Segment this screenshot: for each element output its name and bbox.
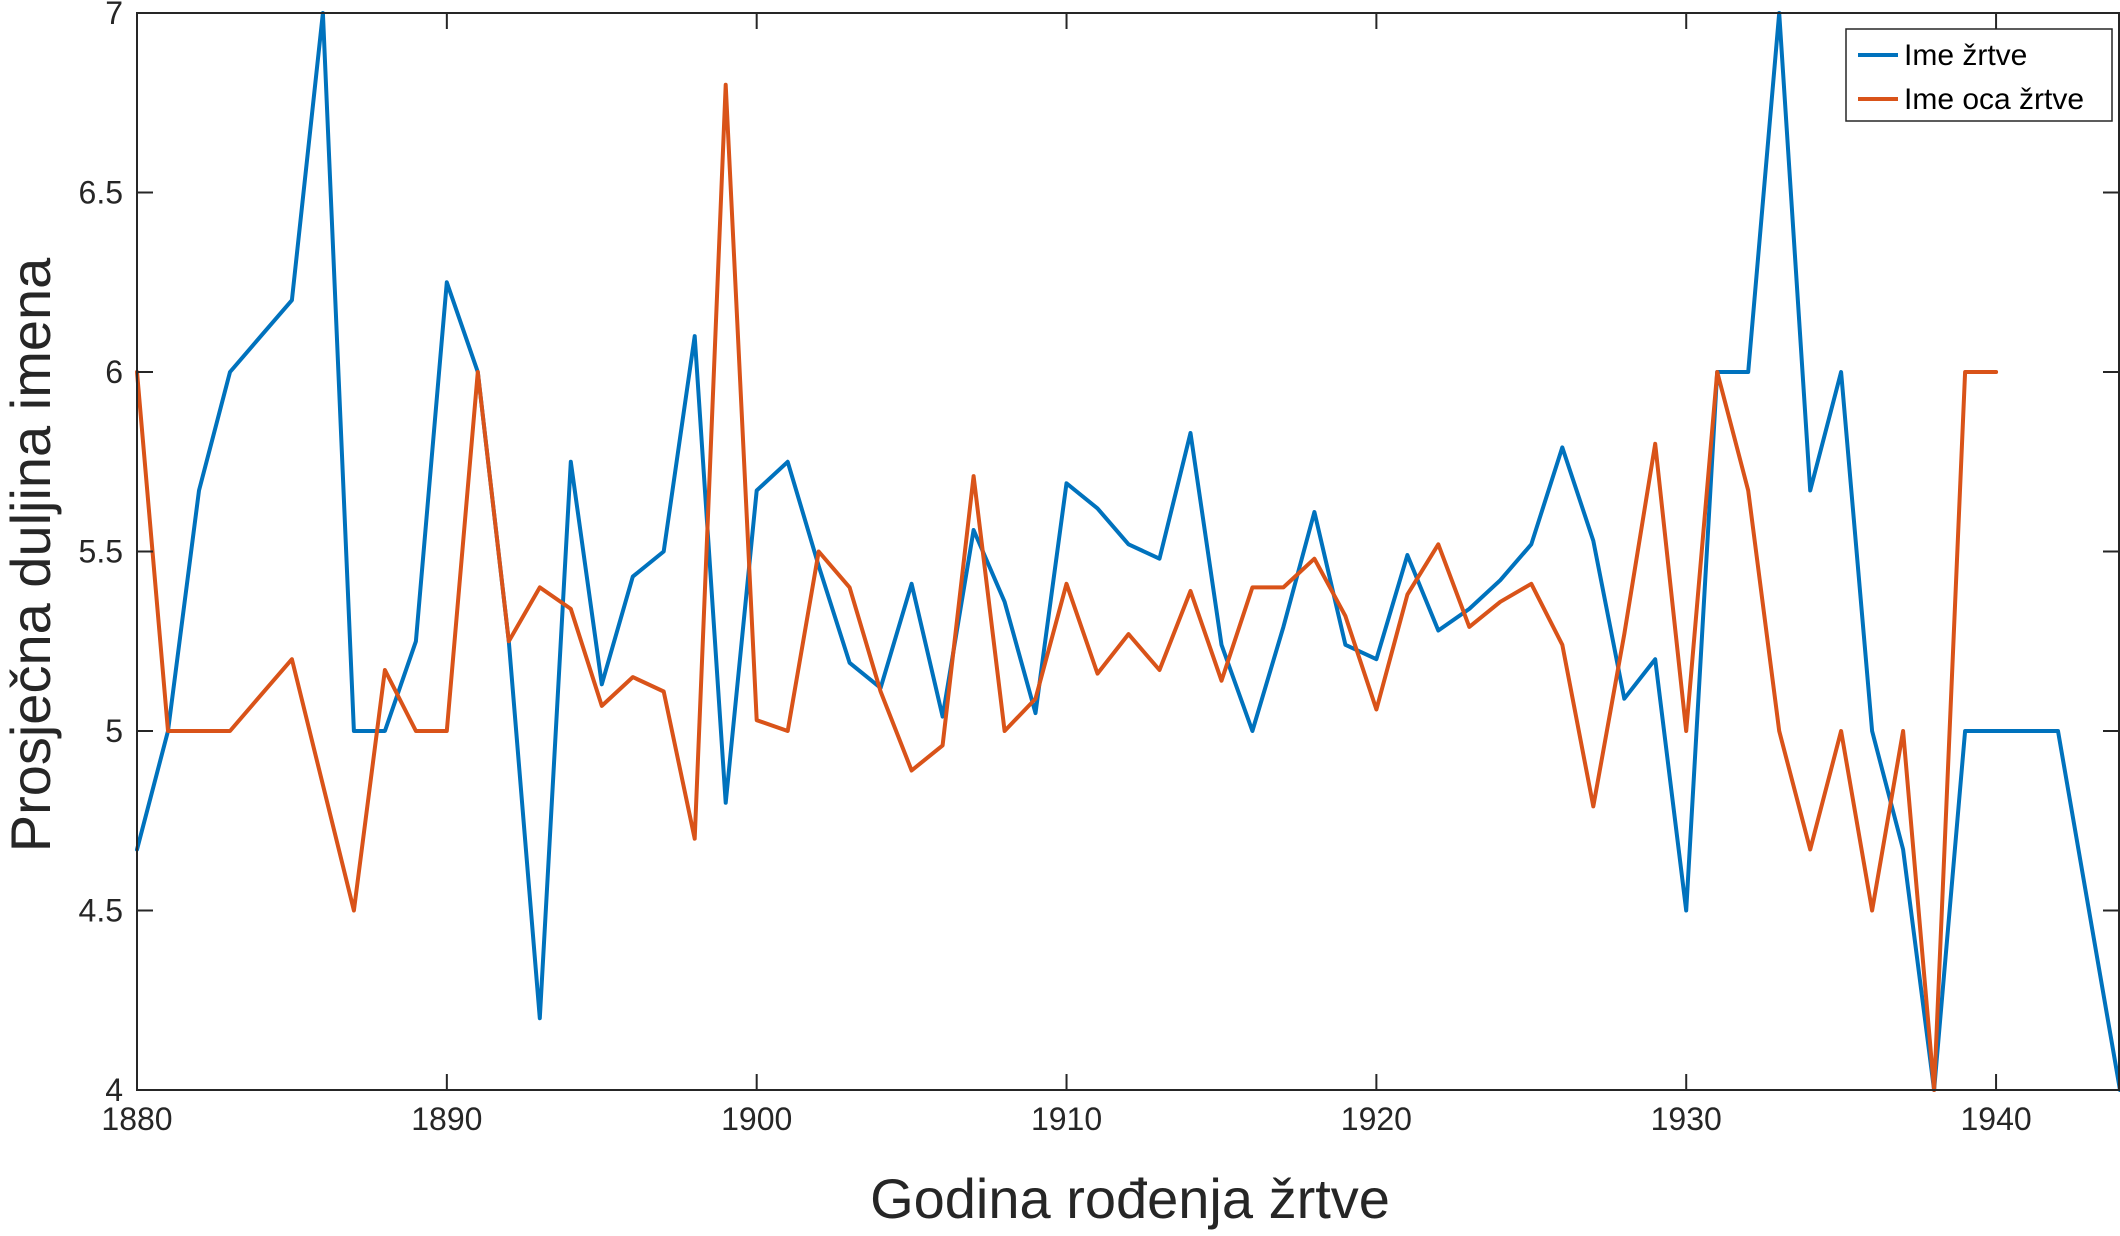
legend-box bbox=[1845, 28, 2113, 122]
y-tick-label: 7 bbox=[105, 0, 123, 31]
legend: Ime žrtve Ime oca žrtve bbox=[1845, 28, 2113, 122]
y-axis-label: Prosječna duljina imena bbox=[0, 257, 62, 852]
x-tick-label: 1890 bbox=[411, 1101, 482, 1137]
x-axis-label: Godina rođenja žrtve bbox=[870, 1167, 1390, 1230]
x-tick-label: 1910 bbox=[1031, 1101, 1102, 1137]
y-tick-label: 6 bbox=[105, 354, 123, 390]
tick-layer: 1880 1890 1900 1910 1920 1930 1940 4 4.5 5 5.5 6 6.5… bbox=[79, 0, 2119, 1137]
legend-entry-2: Ime oca žrtve bbox=[1904, 83, 2084, 116]
x-tick-label: 1940 bbox=[1960, 1101, 2031, 1137]
y-tick-label: 4.5 bbox=[79, 893, 123, 929]
x-tick-label: 1900 bbox=[721, 1101, 792, 1137]
y-tick-label: 6.5 bbox=[79, 175, 123, 211]
legend-entry-1: Ime žrtve bbox=[1904, 39, 2027, 72]
y-tick-label: 5.5 bbox=[79, 534, 123, 570]
x-tick-label: 1930 bbox=[1651, 1101, 1722, 1137]
x-tick-label: 1880 bbox=[101, 1101, 172, 1137]
series-line-2 bbox=[135, 82, 1999, 1092]
x-tick-label: 1920 bbox=[1341, 1101, 1412, 1137]
series-line-1 bbox=[135, 11, 2120, 1092]
y-tick-label: 4 bbox=[105, 1072, 123, 1108]
y-tick-label: 5 bbox=[105, 713, 123, 749]
series-layer bbox=[135, 11, 2120, 1092]
